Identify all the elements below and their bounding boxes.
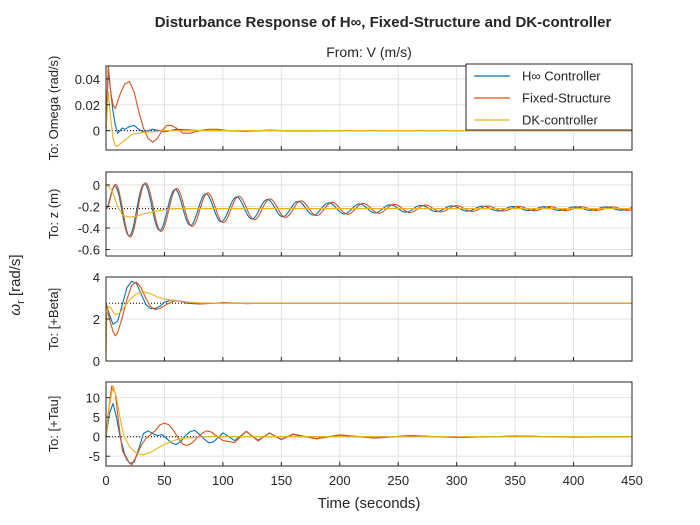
series-line-dk — [106, 291, 632, 361]
series-line-dk — [106, 385, 632, 456]
legend-label-hinf: H∞ Controller — [522, 69, 601, 84]
x-tick-label: 0 — [102, 473, 109, 488]
y-tick-label: 10 — [86, 391, 100, 406]
y-tick-label: 4 — [93, 270, 100, 285]
panel-y-label: To: Omega (rad/s) — [46, 56, 61, 161]
x-tick-label: 50 — [157, 473, 171, 488]
y-tick-label: 0 — [93, 178, 100, 193]
series-line-fixed-structure — [106, 385, 632, 466]
y-tick-label: -0.4 — [78, 221, 100, 236]
input-label: From: V (m/s) — [326, 44, 412, 60]
y-axis-label-omega: ω — [7, 304, 24, 316]
x-tick-label: 450 — [621, 473, 643, 488]
y-axis-label-subscript: r — [15, 300, 27, 304]
y-tick-label: 2 — [93, 312, 100, 327]
legend-label-dk: DK-controller — [522, 113, 599, 128]
y-tick-label: 0 — [93, 354, 100, 369]
series-line-dk — [106, 91, 632, 147]
x-axis-label: Time (seconds) — [318, 495, 421, 512]
subplot-3: 0 2 4 To: [+Beta] — [46, 270, 633, 369]
panel-y-label: To: [+Beta] — [46, 288, 61, 351]
axes-box — [105, 171, 633, 257]
y-tick-label: -0.2 — [78, 199, 100, 214]
plot-area — [106, 382, 632, 466]
y-tick-label: 5 — [93, 410, 100, 425]
y-axis-label-unit: [rad/s] — [7, 254, 24, 300]
x-tick-label: 100 — [212, 473, 234, 488]
x-tick-label: 200 — [329, 473, 351, 488]
y-tick-label: -5 — [88, 449, 100, 464]
subplot-panels: 0 0.02 0.04 To: Omega (rad/s) 0 -0.2 -0.4 -0.6 T… — [46, 56, 643, 488]
x-tick-label: 300 — [446, 473, 468, 488]
figure-title: Disturbance Response of H∞, Fixed-Struct… — [155, 14, 612, 31]
panel-y-label: To: [+Tau] — [46, 396, 61, 453]
x-tick-label: 400 — [563, 473, 585, 488]
y-tick-label: 0 — [93, 430, 100, 445]
subplot-2: 0 -0.2 -0.4 -0.6 To: z (m) — [46, 171, 633, 258]
legend: H∞ Controller Fixed-Structure DK-control… — [465, 63, 633, 131]
y-tick-label: 0.04 — [75, 72, 100, 87]
legend-label-fixed: Fixed-Structure — [522, 91, 611, 106]
series-line-fixed-structure — [106, 182, 632, 238]
y-axis-label: ωr [rad/s] — [7, 254, 27, 315]
legend-box — [465, 63, 633, 131]
plot-area — [106, 172, 632, 256]
y-tick-label: 0.02 — [75, 98, 100, 113]
x-tick-label: 350 — [504, 473, 526, 488]
series-line-hinf — [106, 183, 632, 237]
x-tick-label: 150 — [270, 473, 292, 488]
y-tick-label: -0.6 — [78, 243, 100, 258]
axes-box — [105, 381, 633, 467]
series-line-dk — [106, 184, 632, 218]
svg-text:ωr [rad/s]: ωr [rad/s] — [7, 254, 27, 315]
x-tick-label: 250 — [387, 473, 409, 488]
panel-y-label: To: z (m) — [46, 189, 61, 240]
y-tick-label: 0 — [93, 124, 100, 139]
